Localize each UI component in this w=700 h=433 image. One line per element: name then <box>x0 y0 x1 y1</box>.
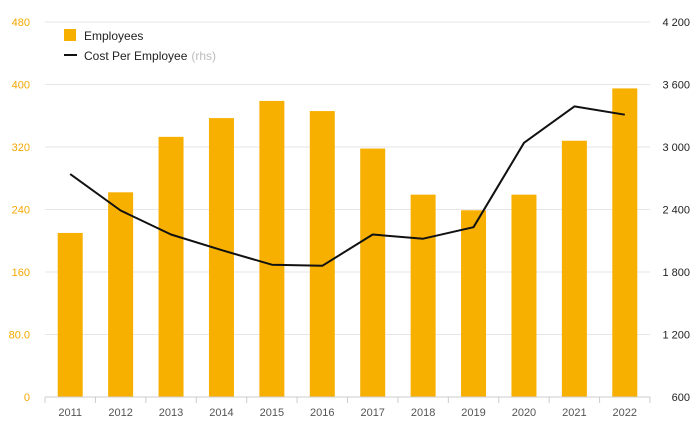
x-tick-label: 2020 <box>512 407 536 419</box>
bar-series-employees <box>57 88 638 397</box>
bar-employees <box>57 232 83 397</box>
x-tick-label: 2017 <box>360 407 384 419</box>
bar-employees <box>612 88 638 397</box>
right-y-tick-label: 600 <box>672 392 690 404</box>
bar-employees <box>158 136 184 397</box>
legend-swatch-employees <box>64 29 76 41</box>
bar-employees <box>461 210 487 397</box>
x-tick-label: 2013 <box>159 407 183 419</box>
right-y-tick-label: 1 800 <box>662 267 690 279</box>
x-tick-label: 2011 <box>58 407 82 419</box>
legend-label-cost-per-employee: Cost Per Employee (rhs) <box>84 49 216 63</box>
right-y-tick-label: 2 400 <box>662 205 690 217</box>
bar-employees <box>511 194 537 397</box>
left-y-tick-label: 240 <box>12 205 30 217</box>
right-y-axis: 600 1 200 1 800 2 400 3 000 3 600 4 200 <box>662 17 690 404</box>
bar-employees <box>561 140 587 397</box>
line-series-cost-per-employee <box>69 105 625 267</box>
bar-employees <box>309 111 335 397</box>
legend-label-employees: Employees <box>84 29 143 43</box>
left-y-tick-label: 0 <box>24 392 30 404</box>
right-y-tick-label: 4 200 <box>662 17 690 29</box>
bar-employees <box>108 192 134 397</box>
x-axis: 2011 2012 2013 2014 2015 2016 2017 2018 2019 2020… <box>44 397 651 419</box>
left-y-tick-label: 400 <box>12 80 30 92</box>
legend-label-rhs-suffix: (rhs) <box>191 49 216 63</box>
gridlines <box>45 21 650 335</box>
bar-employees <box>259 100 285 397</box>
legend-label-cost-name: Cost Per Employee <box>84 49 188 63</box>
bar-employees <box>208 118 234 397</box>
right-y-tick-label: 1 200 <box>662 330 690 342</box>
left-y-tick-label: 160 <box>12 267 30 279</box>
left-y-tick-label: 480 <box>12 17 30 29</box>
left-y-tick-label: 320 <box>12 142 30 154</box>
x-tick-label: 2019 <box>461 407 485 419</box>
x-tick-label: 2016 <box>310 407 334 419</box>
legend: Employees Cost Per Employee (rhs) <box>64 29 216 63</box>
left-y-tick-label: 80.0 <box>9 330 30 342</box>
left-y-axis: 0 80.0 160 240 320 400 480 <box>9 17 30 404</box>
x-tick-label: 2014 <box>209 407 233 419</box>
x-tick-label: 2015 <box>260 407 284 419</box>
x-tick-label: 2021 <box>562 407 586 419</box>
right-y-tick-label: 3 000 <box>662 142 690 154</box>
x-tick-label: 2018 <box>411 407 435 419</box>
bar-employees <box>410 194 436 397</box>
right-y-tick-label: 3 600 <box>662 80 690 92</box>
bar-employees <box>360 148 386 397</box>
x-tick-label: 2022 <box>613 407 637 419</box>
x-tick-label: 2012 <box>108 407 132 419</box>
